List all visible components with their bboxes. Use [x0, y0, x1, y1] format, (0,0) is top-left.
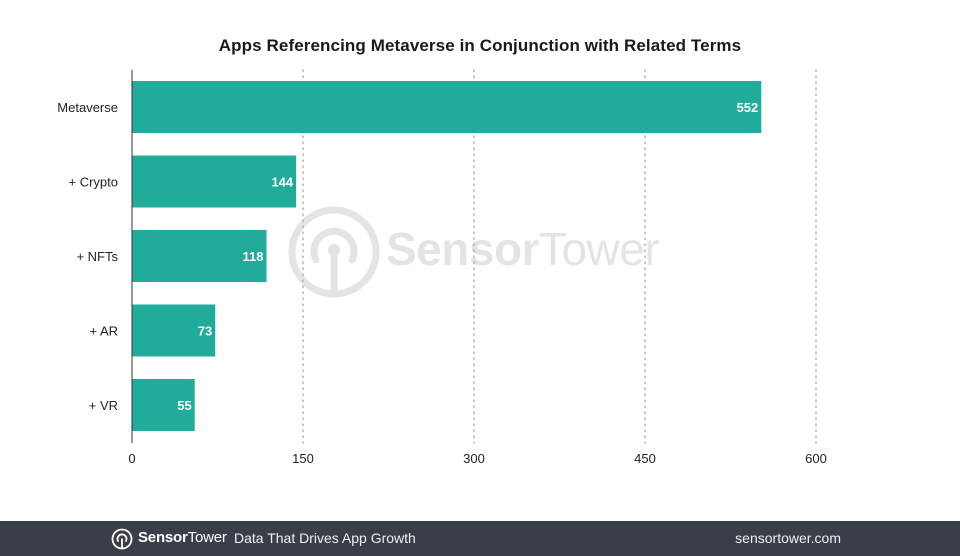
y-tick-label: + VR: [89, 398, 118, 413]
y-tick-label: + Crypto: [69, 175, 119, 190]
x-tick-label: 450: [634, 451, 656, 466]
bar: [132, 230, 267, 282]
data-label: 73: [198, 324, 212, 339]
footer-brand: SensorTower: [138, 529, 227, 546]
x-tick-label: 600: [805, 451, 827, 466]
y-tick-label: + NFTs: [76, 249, 118, 264]
footer-site-link[interactable]: sensortower.com: [735, 530, 841, 546]
data-label: 552: [737, 100, 759, 115]
y-tick-label: + AR: [89, 324, 118, 339]
chart-title: Apps Referencing Metaverse in Conjunctio…: [218, 36, 742, 55]
y-tick-label: Metaverse: [57, 100, 118, 115]
bar: [132, 304, 216, 357]
data-label: 144: [271, 175, 293, 190]
sensortower-logo-icon: [111, 528, 133, 550]
bar-chart: 0 150 300 450 600 552 Metaverse 144 + Crypto 118 +…: [57, 69, 827, 466]
footer-tagline: Data That Drives App Growth: [234, 530, 416, 546]
x-tick-label: 0: [128, 451, 135, 466]
bar: [132, 81, 762, 133]
bar: [132, 379, 195, 431]
bar: [132, 155, 297, 208]
x-tick-label: 150: [292, 451, 314, 466]
x-tick-label: 300: [463, 451, 485, 466]
data-label: 55: [177, 398, 191, 413]
footer-bar: SensorTower Data That Drives App Growth …: [0, 521, 960, 556]
data-label: 118: [243, 249, 264, 264]
